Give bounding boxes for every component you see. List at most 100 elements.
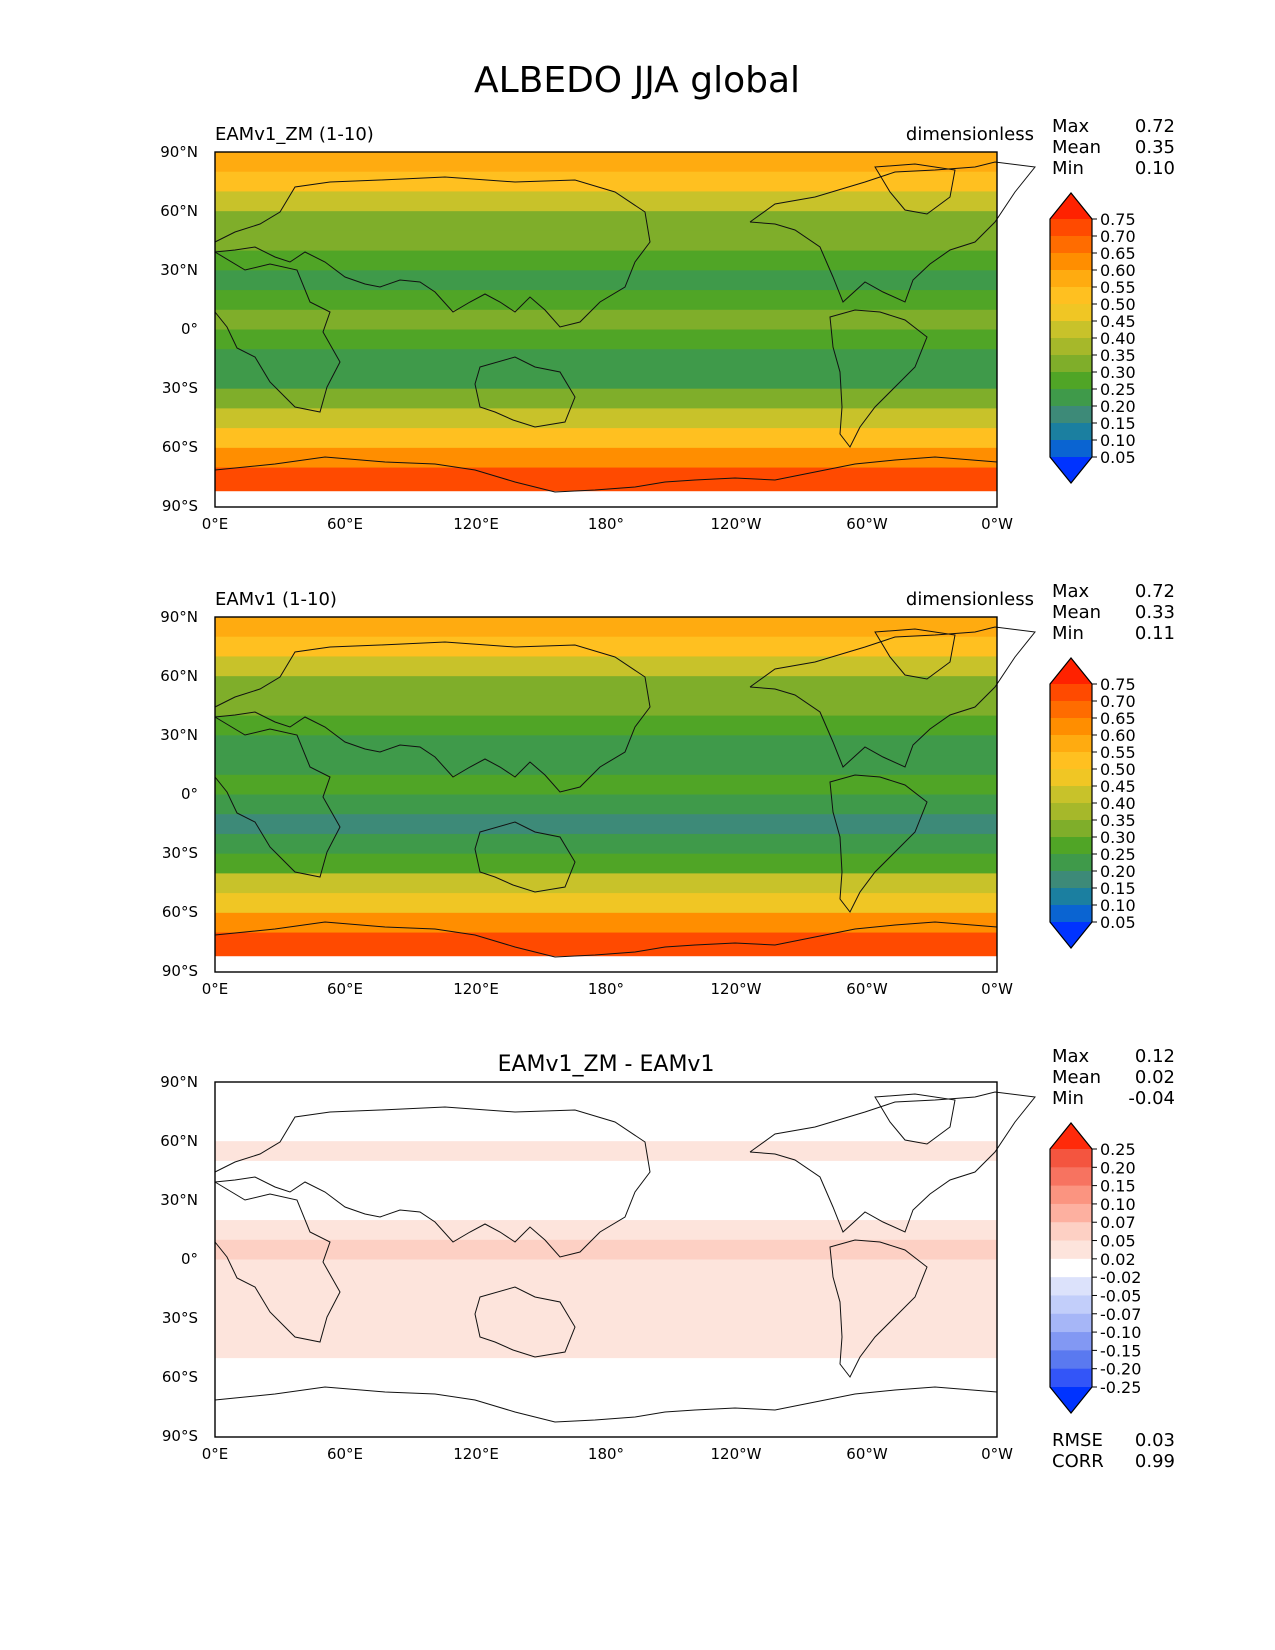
x-tick-180: 180° bbox=[588, 515, 624, 533]
colorbar-extend-top bbox=[1050, 658, 1092, 684]
colorbar-segment bbox=[1050, 270, 1092, 288]
x-tick-0e: 0°E bbox=[202, 980, 229, 998]
colorbar-label: 0.10 bbox=[1100, 1195, 1136, 1214]
coast-antarctica bbox=[214, 456, 998, 493]
stat-min-label: Min bbox=[1052, 623, 1084, 644]
colorbar-segment bbox=[1050, 1222, 1092, 1241]
colorbar-label: -0.25 bbox=[1100, 1378, 1141, 1397]
y-tick-60n: 60°N bbox=[160, 667, 198, 685]
colorbar-label: 0.60 bbox=[1100, 261, 1136, 280]
colorbar-label: -0.15 bbox=[1100, 1341, 1141, 1360]
zonal-band bbox=[215, 270, 997, 291]
stat-max-label: Max bbox=[1052, 1046, 1090, 1067]
y-tick-90s: 90°S bbox=[162, 962, 198, 980]
y-tick-90s: 90°S bbox=[162, 1427, 198, 1445]
zonal-band bbox=[215, 467, 997, 488]
y-tick-0: 0° bbox=[181, 1250, 198, 1268]
panel-3-map bbox=[215, 1082, 997, 1438]
colorbar-label: 0.65 bbox=[1100, 709, 1136, 728]
colorbar-label: 0.15 bbox=[1100, 1177, 1136, 1196]
x-tick-120e: 120°E bbox=[453, 1445, 499, 1463]
y-tick-30s: 30°S bbox=[162, 379, 198, 397]
coast-australia bbox=[474, 356, 576, 428]
zonal-band bbox=[215, 893, 997, 914]
colorbar-segment bbox=[1050, 253, 1092, 271]
colorbar-label: 0.75 bbox=[1100, 210, 1136, 229]
colorbar-segment bbox=[1050, 820, 1092, 838]
stat-mean-label: Mean bbox=[1052, 137, 1101, 158]
x-tick-60w: 60°W bbox=[846, 1445, 888, 1463]
colorbar-label: 0.25 bbox=[1100, 380, 1136, 399]
colorbar-segment bbox=[1050, 701, 1092, 719]
colorbar-label: 0.25 bbox=[1100, 1140, 1136, 1159]
colorbar-label: 0.30 bbox=[1100, 828, 1136, 847]
y-tick-0: 0° bbox=[181, 785, 198, 803]
zonal-band bbox=[215, 1338, 997, 1359]
x-tick-0w: 0°W bbox=[981, 515, 1013, 533]
coast-north-america bbox=[749, 161, 1036, 303]
y-tick-60n: 60°N bbox=[160, 1132, 198, 1150]
colorbar-label: 0.55 bbox=[1100, 278, 1136, 297]
colorbar-segment bbox=[1050, 287, 1092, 305]
zonal-band bbox=[215, 1397, 997, 1418]
x-tick-120e: 120°E bbox=[453, 515, 499, 533]
y-tick-30s: 30°S bbox=[162, 1309, 198, 1327]
colorbar-segment bbox=[1050, 1203, 1092, 1223]
coast-eurasia bbox=[214, 641, 651, 793]
x-tick-0e: 0°E bbox=[202, 515, 229, 533]
x-tick-60w: 60°W bbox=[846, 515, 888, 533]
zonal-band bbox=[215, 1220, 997, 1241]
x-tick-60e: 60°E bbox=[327, 980, 363, 998]
zonal-band bbox=[215, 171, 997, 192]
stat-mean-value: 0.33 bbox=[1135, 602, 1175, 623]
colorbar-extend-top bbox=[1050, 1123, 1092, 1149]
colorbar-segment bbox=[1050, 735, 1092, 753]
zonal-band bbox=[215, 408, 997, 429]
colorbar-segment bbox=[1050, 1149, 1092, 1168]
colorbar-segment bbox=[1050, 1350, 1092, 1370]
coast-eurasia bbox=[214, 176, 651, 328]
panel-1-title-right: dimensionless bbox=[906, 124, 1034, 145]
zonal-band bbox=[215, 152, 997, 173]
stat-max-label: Max bbox=[1052, 581, 1090, 602]
colorbar-label: 0.02 bbox=[1100, 1250, 1136, 1269]
colorbar-label: 0.45 bbox=[1100, 312, 1136, 331]
zonal-band bbox=[215, 428, 997, 449]
zonal-band bbox=[215, 695, 997, 717]
colorbar-label: 0.75 bbox=[1100, 675, 1136, 694]
stat-max-value: 0.72 bbox=[1135, 581, 1175, 602]
colorbar-label: 0.60 bbox=[1100, 726, 1136, 745]
y-tick-60n: 60°N bbox=[160, 202, 198, 220]
colorbar-extend-top bbox=[1050, 193, 1092, 219]
stat-max-value: 0.72 bbox=[1135, 116, 1175, 137]
x-tick-120w: 120°W bbox=[711, 515, 762, 533]
colorbar-segment bbox=[1050, 1258, 1092, 1278]
colorbar-label: 0.40 bbox=[1100, 329, 1136, 348]
colorbar-segment bbox=[1050, 1332, 1092, 1351]
colorbar-segment bbox=[1050, 338, 1092, 356]
y-tick-60s: 60°S bbox=[162, 438, 198, 456]
zonal-band bbox=[215, 1358, 997, 1379]
stat-min-value: 0.11 bbox=[1135, 623, 1175, 644]
colorbar-segment bbox=[1050, 440, 1092, 458]
zonal-band bbox=[215, 1279, 997, 1300]
zonal-band bbox=[215, 1318, 997, 1339]
panel-2-axes: 90°N 60°N 30°N 0° 30°S 60°S 90°S 0°E 60°… bbox=[160, 608, 1013, 998]
stat-mean-value: 0.35 bbox=[1135, 137, 1175, 158]
colorbar-label: -0.05 bbox=[1100, 1286, 1141, 1305]
panel-2-frame bbox=[214, 616, 998, 973]
coast-antarctica bbox=[214, 921, 998, 958]
x-tick-180: 180° bbox=[588, 980, 624, 998]
panel-2-coastlines bbox=[214, 626, 1036, 958]
colorbar-segment bbox=[1050, 304, 1092, 322]
missing-data-strip bbox=[215, 491, 997, 507]
panel-3: EAMv1_ZM - EAMv1 90°N 60°N 30°N 0° 30°S … bbox=[160, 1046, 1175, 1472]
colorbar-segment bbox=[1050, 871, 1092, 889]
panel-3-frame bbox=[214, 1081, 998, 1438]
x-tick-0w: 0°W bbox=[981, 1445, 1013, 1463]
stat-mean-label: Mean bbox=[1052, 1067, 1101, 1088]
zonal-band bbox=[215, 755, 997, 776]
colorbar-label: 0.07 bbox=[1100, 1213, 1136, 1232]
colorbar-segment bbox=[1050, 236, 1092, 254]
